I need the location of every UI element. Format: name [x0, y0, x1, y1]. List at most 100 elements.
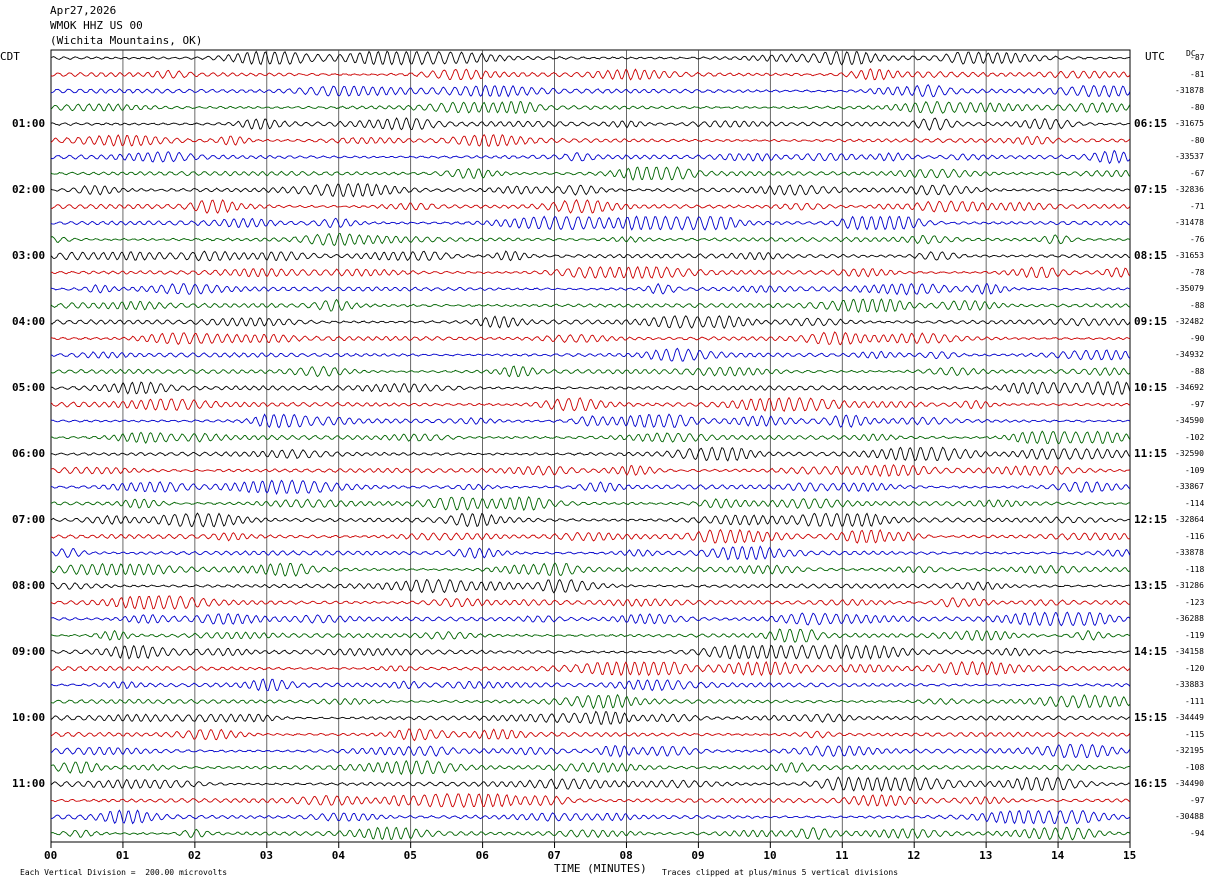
header-location: (Wichita Mountains, OK)	[50, 34, 203, 47]
dc-offset-label: -32836	[1175, 185, 1204, 194]
trace-red	[50, 199, 1131, 214]
utc-hour-label: 09:15	[1134, 315, 1168, 328]
dc-offset-label: -87	[1190, 53, 1205, 62]
trace-blue	[50, 809, 1131, 825]
trace-red	[50, 792, 1131, 809]
x-tick-label: 00	[44, 849, 58, 862]
trace-blue	[50, 413, 1131, 429]
x-tick-label: 04	[331, 849, 345, 862]
dc-offset-label: -36288	[1175, 614, 1204, 623]
header-station: WMOK HHZ US 00	[50, 19, 143, 32]
dc-offset-label: -97	[1190, 399, 1205, 409]
trace-black	[50, 50, 1130, 66]
trace-blue	[50, 611, 1131, 627]
dc-offset-label: -76	[1190, 234, 1205, 244]
x-tick-label: 06	[475, 849, 489, 862]
cdt-hour-label: 06:00	[12, 447, 46, 460]
plot-frame	[50, 49, 1131, 843]
trace-green	[50, 693, 1131, 710]
trace-green	[50, 759, 1130, 776]
trace-green	[50, 628, 1130, 643]
x-tick-label: 12	[907, 849, 921, 862]
dc-offset-label: -34590	[1175, 416, 1204, 425]
dc-offset-label: -116	[1185, 531, 1205, 541]
dc-offset-label: -33537	[1175, 152, 1204, 161]
x-tick-label: 13	[979, 849, 993, 862]
trace-green	[50, 233, 1130, 247]
trace-blue	[50, 743, 1131, 759]
dc-offset-label: -33883	[1175, 680, 1204, 689]
cdt-hour-label: 02:00	[12, 183, 46, 196]
trace-black	[50, 117, 1130, 131]
trace-red	[50, 265, 1131, 280]
trace-red	[50, 463, 1130, 478]
header-date: Apr27,2026	[50, 4, 117, 17]
dc-offset-label: -88	[1190, 300, 1205, 310]
trace-green	[50, 826, 1131, 841]
dc-offset-label: -31675	[1175, 119, 1204, 128]
cdt-hour-label: 11:00	[12, 777, 46, 790]
x-tick-label: 02	[187, 849, 202, 862]
x-tick-label: 09	[691, 849, 705, 862]
utc-hour-label: 16:15	[1134, 777, 1168, 790]
dc-offset-label: -90	[1190, 333, 1205, 343]
trace-black	[50, 250, 1130, 262]
dc-offset-label: -32195	[1175, 746, 1204, 755]
dc-offset-label: -31653	[1175, 251, 1204, 260]
trace-red	[50, 133, 1131, 147]
dc-offset-label: -119	[1185, 630, 1205, 640]
cdt-hour-label: 04:00	[12, 315, 46, 328]
utc-hour-label: 14:15	[1134, 645, 1168, 658]
utc-hour-label: 15:15	[1134, 711, 1168, 724]
utc-hour-label: 08:15	[1134, 249, 1168, 262]
dc-offset-label: -31478	[1175, 218, 1204, 227]
cdt-hour-label: 05:00	[12, 381, 46, 394]
dc-offset-label: -71	[1190, 201, 1205, 211]
dc-offset-label: -114	[1185, 498, 1205, 508]
dc-label: DC	[1186, 49, 1196, 58]
trace-green	[50, 298, 1131, 313]
trace-red	[50, 68, 1131, 81]
trace-black	[50, 446, 1131, 462]
trace-red	[50, 728, 1131, 742]
x-tick-label: 07	[547, 849, 561, 862]
dc-offset-label: -31286	[1175, 581, 1204, 590]
trace-green	[50, 562, 1131, 577]
trace-black	[50, 380, 1131, 396]
utc-hour-label: 06:15	[1134, 117, 1168, 130]
utc-hour-label: 10:15	[1134, 381, 1168, 394]
dc-offset-label: -102	[1185, 432, 1205, 442]
cdt-hour-label: 07:00	[12, 513, 46, 526]
scale-note: Each Vertical Division = 200.00 microvol…	[20, 868, 228, 877]
dc-offset-label: -34490	[1175, 779, 1204, 788]
trace-green	[50, 100, 1131, 114]
trace-blue	[50, 84, 1131, 98]
utc-hour-label: 13:15	[1134, 579, 1168, 592]
dc-offset-label: -94	[1190, 828, 1205, 838]
trace-red	[50, 595, 1130, 610]
trace-blue	[50, 545, 1131, 561]
dc-offset-label: -32590	[1175, 449, 1204, 458]
dc-offset-label: -97	[1190, 795, 1205, 805]
trace-black	[50, 315, 1131, 330]
clip-note: Traces clipped at plus/minus 5 vertical …	[662, 868, 899, 877]
trace-black	[50, 578, 1130, 594]
trace-black	[50, 512, 1130, 528]
dc-offset-label: -120	[1185, 663, 1205, 673]
trace-red	[50, 331, 1130, 346]
trace-black	[50, 182, 1131, 198]
dc-offset-label: -35079	[1175, 284, 1204, 293]
dc-offset-label: -118	[1185, 564, 1205, 574]
dc-offset-label: -31878	[1175, 86, 1204, 95]
x-tick-label: 10	[763, 849, 777, 862]
utc-hour-label: 12:15	[1134, 513, 1168, 526]
x-tick-label: 15	[1123, 849, 1137, 862]
cdt-hour-label: 01:00	[12, 117, 46, 130]
dc-offset-label: -33867	[1175, 482, 1204, 491]
dc-offset-label: -67	[1190, 168, 1205, 178]
dc-offset-label: -78	[1190, 267, 1205, 277]
trace-blue	[50, 347, 1131, 362]
x-axis-title: TIME (MINUTES)	[554, 862, 647, 875]
dc-offset-label: -123	[1185, 597, 1205, 607]
cdt-hour-label: 08:00	[12, 579, 46, 592]
